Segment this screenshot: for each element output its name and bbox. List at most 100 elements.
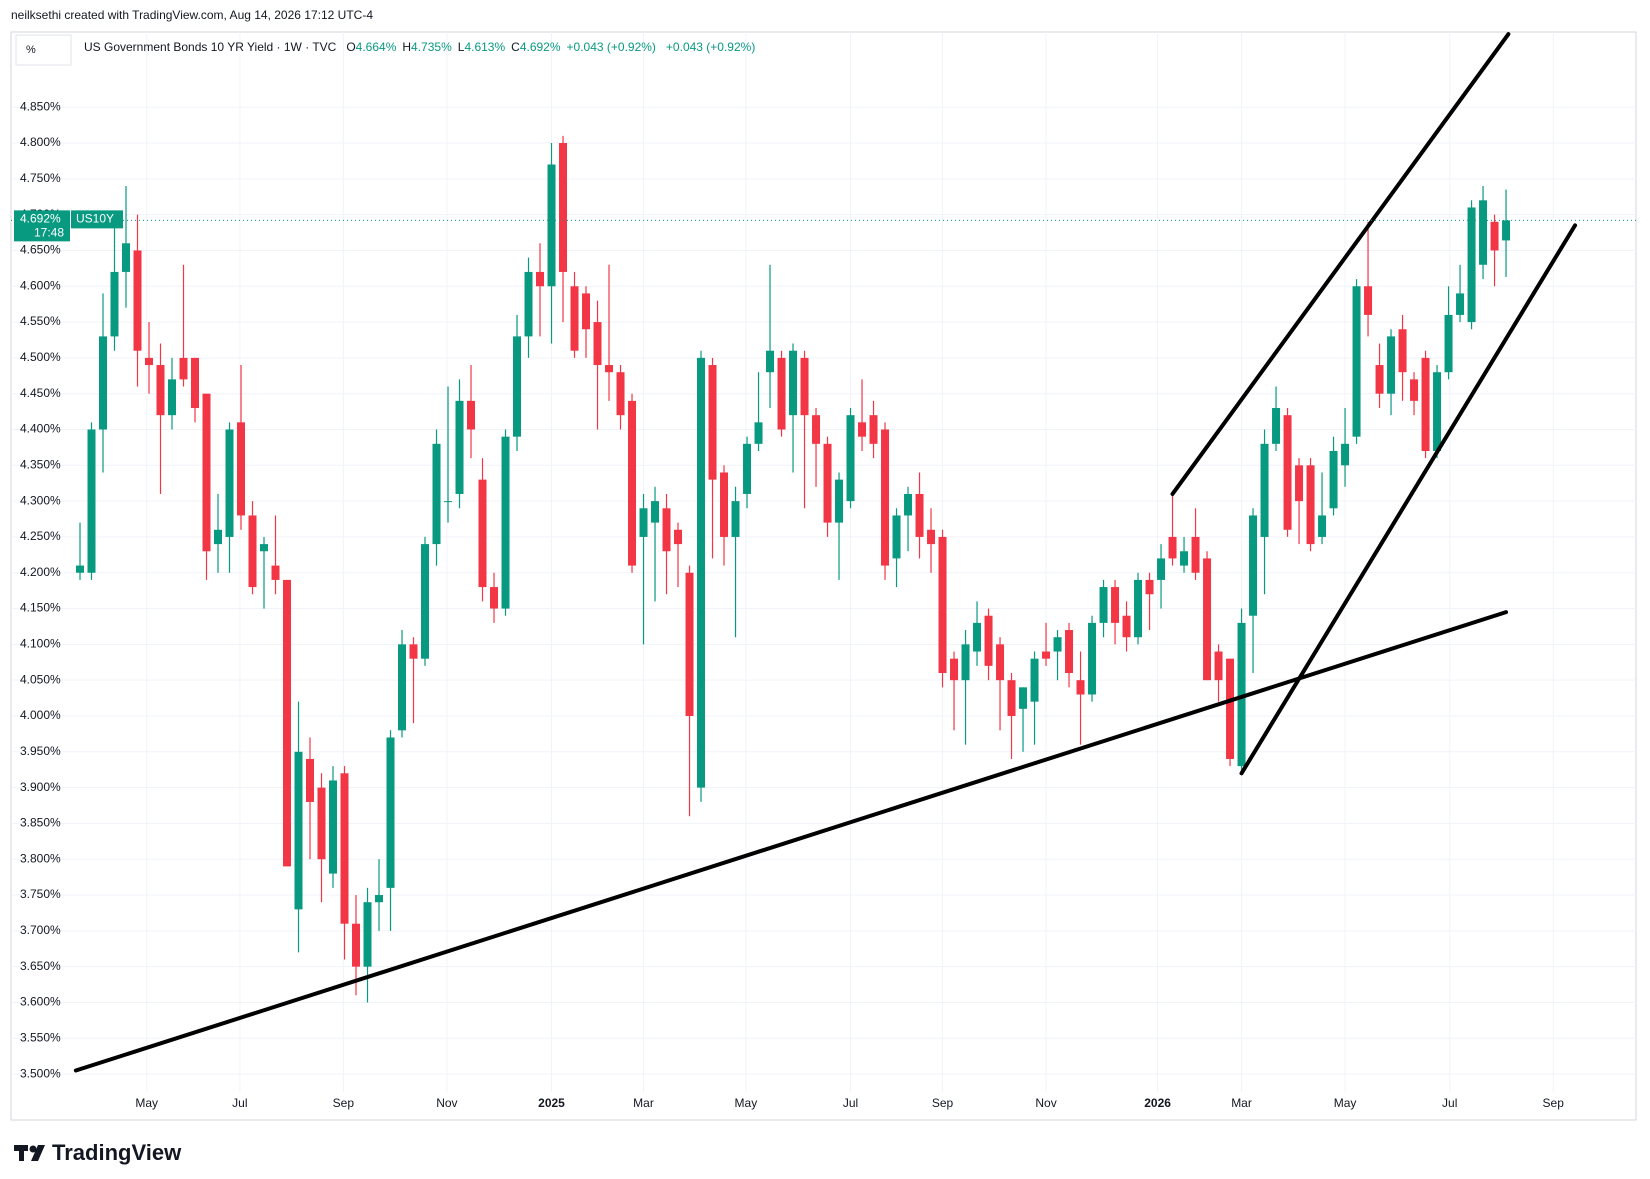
candle-body — [225, 429, 234, 537]
candle-body — [685, 572, 694, 716]
candle-body — [559, 143, 568, 272]
candle-body — [1226, 658, 1235, 759]
legend: US Government Bonds 10 YR Yield · 1W · T… — [84, 40, 755, 54]
candle-body — [1145, 579, 1154, 595]
candle-body — [1088, 622, 1097, 695]
symbol-text: US10Y — [76, 212, 114, 226]
candle-body — [1283, 415, 1292, 530]
candle-body — [570, 286, 579, 351]
l-value: 4.613% — [464, 40, 505, 54]
symbol-badge — [71, 210, 123, 229]
brand: TradingView — [52, 1140, 182, 1165]
candle-body — [76, 565, 85, 573]
y-tick-label: 4.450% — [20, 386, 61, 400]
candle-body — [237, 422, 246, 516]
candle-body — [731, 501, 740, 537]
candle-body — [375, 895, 384, 903]
y-tick-label: 3.750% — [20, 887, 61, 901]
candle-body — [524, 271, 533, 337]
y-tick-label: 4.200% — [20, 565, 61, 579]
candle-body — [156, 365, 165, 416]
candle-body — [1433, 372, 1442, 451]
symbol-title: US Government Bonds 10 YR Yield · 1W · T… — [84, 40, 337, 54]
candle-body — [87, 429, 96, 573]
candle-body — [352, 923, 361, 967]
candle-body — [398, 644, 407, 731]
countdown-text: 17:48 — [34, 226, 64, 240]
y-tick-label: 3.850% — [20, 816, 61, 830]
y-tick-label: 4.150% — [20, 601, 61, 615]
candle-body — [708, 365, 717, 480]
candle-body — [961, 644, 970, 681]
y-tick-label: 4.750% — [20, 171, 61, 185]
candle-body — [766, 350, 775, 373]
logo-shape — [29, 1145, 37, 1153]
y-tick-label: 3.900% — [20, 780, 61, 794]
change-2: +0.043 (+0.92%) — [666, 40, 755, 54]
drawings — [11, 32, 1636, 1073]
candle-body — [1387, 336, 1396, 394]
candle-body — [478, 479, 487, 588]
candle-body — [1502, 220, 1511, 241]
candle-body — [179, 357, 188, 380]
candle-body — [1249, 515, 1258, 616]
y-tick-label: 4.250% — [20, 529, 61, 543]
candle-body — [1295, 465, 1304, 502]
candle-body — [605, 365, 614, 373]
candle-body — [823, 443, 832, 523]
y-tick-label: 3.800% — [20, 851, 61, 865]
trend-line — [73, 610, 1509, 1073]
candle-body — [455, 400, 464, 494]
candle-body — [1444, 314, 1453, 373]
candle-body — [214, 529, 223, 545]
y-tick-label: 4.550% — [20, 314, 61, 328]
axis-labels: 3.500% 3.550% 3.600% 3.650% 3.700% 3.750% 3.80… — [20, 99, 1564, 1110]
candle-body — [1076, 680, 1085, 695]
candle-body — [306, 758, 315, 802]
y-tick-label: 3.700% — [20, 923, 61, 937]
candle-body — [835, 479, 844, 523]
candle-body — [1421, 357, 1430, 451]
candles — [76, 135, 1511, 1003]
logo-shape — [19, 1145, 24, 1161]
candle-body — [1306, 465, 1315, 545]
x-tick-label: 2026 — [1144, 1096, 1171, 1110]
candle-body — [1375, 365, 1384, 394]
candle-body — [892, 515, 901, 559]
candle-body — [996, 644, 1005, 681]
c-letter: C — [511, 40, 520, 54]
x-tick-label: Sep — [333, 1096, 355, 1110]
candle-body — [444, 501, 453, 503]
candle-body — [881, 429, 890, 566]
x-tick-label: Nov — [1035, 1096, 1056, 1110]
candle-body — [1410, 379, 1419, 401]
candle-body — [1134, 579, 1143, 638]
candle-body — [1053, 637, 1062, 652]
trend-line — [1239, 223, 1578, 776]
candle-body — [421, 544, 430, 659]
candle-body — [1490, 221, 1499, 251]
candle-body — [547, 164, 556, 287]
candle-body — [1168, 536, 1177, 559]
y-tick-label: 4.100% — [20, 637, 61, 651]
candle-body — [490, 587, 499, 609]
y-tick-label: 4.850% — [20, 99, 61, 113]
candle-body — [1157, 558, 1166, 580]
logo — [14, 1145, 45, 1161]
candle-body — [202, 393, 211, 552]
candle-body — [271, 565, 280, 580]
candle-body — [329, 780, 338, 874]
candle-body — [904, 493, 913, 516]
candle-body — [754, 422, 763, 444]
candle-body — [1237, 622, 1246, 767]
candle-body — [720, 472, 729, 537]
candle-body — [1352, 286, 1361, 437]
change: +0.043 (+0.92%) — [567, 40, 656, 54]
candle-body — [593, 322, 602, 366]
candle-body — [317, 787, 326, 860]
x-tick-label: Sep — [932, 1096, 954, 1110]
candle-body — [915, 493, 924, 537]
y-tick-label: 3.550% — [20, 1030, 61, 1044]
candle-body — [260, 544, 269, 552]
